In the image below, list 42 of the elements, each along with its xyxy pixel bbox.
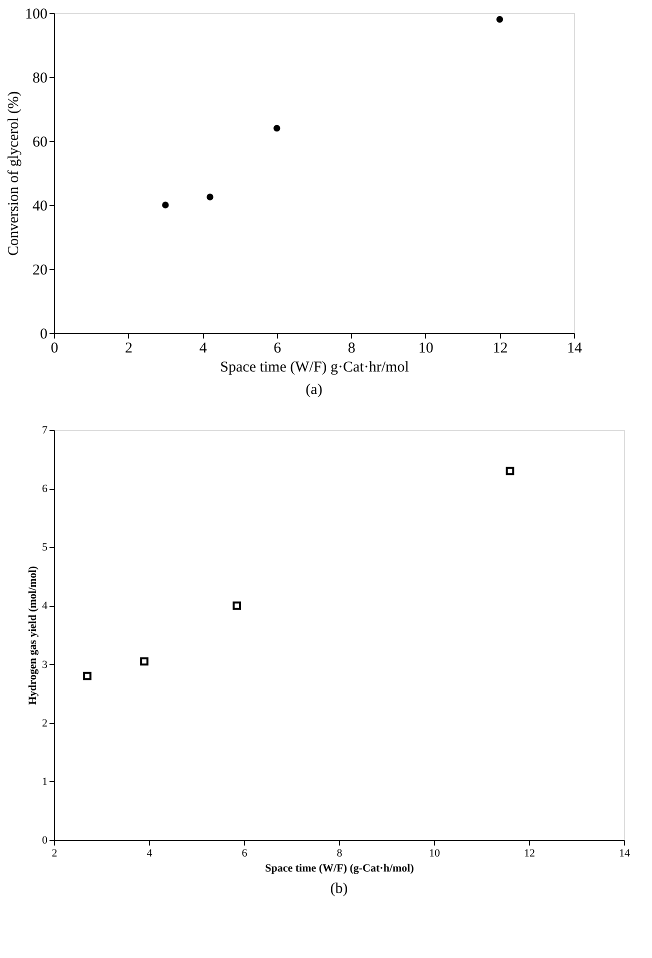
point [206, 194, 214, 200]
y-tick-label: 40 [32, 198, 48, 214]
y-tick-label: 6 [42, 483, 48, 496]
text: (a) [306, 382, 322, 398]
y-tick-label: 1 [42, 776, 48, 788]
y-tick-label: 7 [42, 424, 48, 436]
x-tick-label: 6 [242, 848, 248, 860]
point [83, 672, 92, 680]
x-tick-label: 4 [199, 340, 208, 356]
x-tick-label: 6 [274, 340, 282, 356]
point [140, 657, 148, 666]
x-tick-label: 2 [52, 848, 58, 860]
y-tick-label: 4 [42, 600, 48, 612]
y-axis-title: Conversion of glycerol (%) [6, 91, 22, 256]
y-tick-label: 60 [32, 134, 48, 150]
x-tick-label: 10 [429, 848, 440, 860]
point [496, 16, 504, 23]
x-tick-label: 14 [567, 340, 582, 356]
y-tick-label: 2 [42, 717, 48, 730]
y-tick-label: 5 [42, 542, 48, 554]
y-tick-label: 0 [40, 326, 48, 342]
text: (b) [330, 881, 348, 897]
x-tick-label: 8 [336, 848, 343, 860]
point [232, 602, 242, 610]
point [274, 124, 280, 132]
x-tick-label: 12 [524, 848, 535, 860]
y-tick-label: 100 [25, 6, 48, 22]
x-tick-label: 2 [125, 340, 133, 356]
y-tick-label: 0 [42, 834, 48, 846]
y-tick-label: 80 [32, 70, 48, 86]
x-tick-label: 8 [348, 340, 356, 356]
x-tick-label: 12 [492, 340, 508, 356]
x-tick-label: 10 [418, 340, 434, 356]
point [506, 466, 514, 476]
x-axis-title: Space time (W/F) (g-Cat·h/mol) [265, 862, 414, 874]
x-tick-label: 4 [146, 848, 153, 860]
y-tick-label: 20 [32, 262, 48, 278]
x-axis-title: Space time (W/F) g·Cat·hr/mol [220, 360, 409, 376]
point [162, 202, 169, 208]
y-axis-title: Hydrogen gas yield (mol/mol) [27, 566, 39, 705]
x-tick-label: 14 [619, 848, 630, 860]
y-tick-label: 3 [42, 658, 48, 671]
